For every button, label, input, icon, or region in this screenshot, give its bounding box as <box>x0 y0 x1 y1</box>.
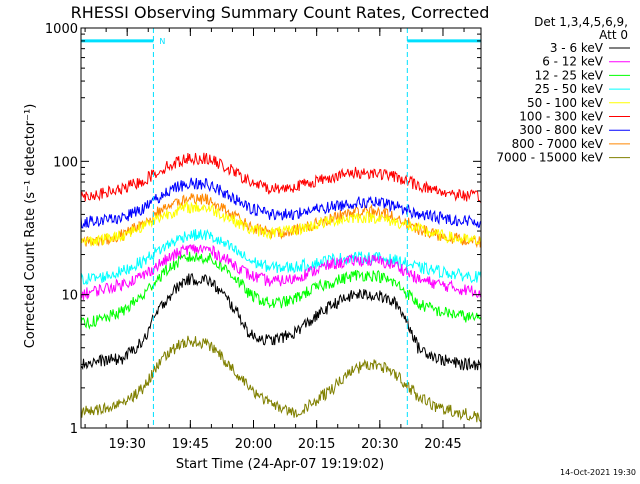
x-axis-label: Start Time (24-Apr-07 19:19:02) <box>176 457 384 472</box>
x-tick-label-5: 20:30 <box>361 437 398 452</box>
x-tick-label-2: 19:45 <box>172 437 209 452</box>
y-tick-label-2: 10 <box>61 289 78 304</box>
series-line-8 <box>80 192 482 249</box>
flag-label: N <box>159 37 165 46</box>
legend-label-8: 800 - 7000 keV <box>512 137 604 151</box>
y-axis-label-text: Corrected Count Rate (s⁻¹ detector⁻¹) <box>23 104 38 349</box>
footer-timestamp: 14-Oct-2021 19:30 <box>560 468 636 477</box>
series-line-6 <box>80 152 482 203</box>
legend-label-7: 300 - 800 keV <box>519 123 603 137</box>
series-line-2 <box>80 244 482 300</box>
x-tick-label-3: 20:00 <box>235 437 272 452</box>
plot-frame <box>80 27 482 429</box>
axes-layer: 19:30 19:45 20:00 20:15 20:30 20:45 1 10 100 1000 <box>45 22 481 452</box>
legend-label-1: 3 - 6 keV <box>550 41 604 55</box>
series-line-5 <box>80 201 482 247</box>
data-layer <box>80 152 482 423</box>
y-tick-label-1: 1 <box>70 422 78 437</box>
x-tick-label-1: 19:30 <box>108 437 145 452</box>
y-tick-label-4: 1000 <box>45 22 78 37</box>
legend-label-9: 7000 - 15000 keV <box>496 151 603 165</box>
legend-label-4: 25 - 50 keV <box>535 82 604 96</box>
y-tick-label-3: 100 <box>53 155 78 170</box>
series-line-1 <box>80 273 482 371</box>
x-tick-label-4: 20:15 <box>298 437 335 452</box>
legend-header-line-1: Det 1,3,4,5,6,9, <box>534 15 628 29</box>
legend-label-2: 6 - 12 keV <box>542 55 604 69</box>
chart-title: RHESSI Observing Summary Count Rates, Co… <box>71 3 490 22</box>
legend-label-3: 12 - 25 keV <box>535 68 604 82</box>
legend-label-5: 50 - 100 keV <box>527 96 604 110</box>
series-line-9 <box>80 335 482 423</box>
y-axis-label: Corrected Count Rate (s⁻¹ detector⁻¹) <box>23 104 38 349</box>
x-tick-label-6: 20:45 <box>424 437 461 452</box>
legend-label-6: 100 - 300 keV <box>519 110 603 124</box>
legend-header-line-2: Att 0 <box>599 28 628 42</box>
series-line-3 <box>80 251 482 330</box>
series-line-7 <box>80 177 482 229</box>
series-line-4 <box>80 228 482 286</box>
